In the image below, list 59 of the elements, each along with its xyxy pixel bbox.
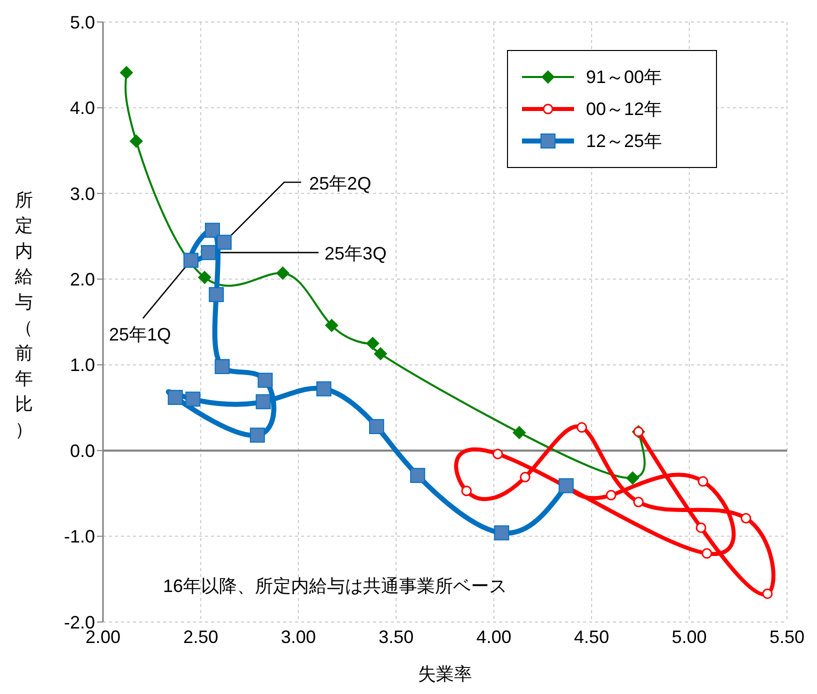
- point: [494, 525, 510, 540]
- point: [216, 234, 232, 250]
- legend-label: 12～25年: [586, 130, 662, 153]
- annotation: 25年1Q: [108, 324, 171, 344]
- point: [520, 472, 530, 482]
- x-tick-label: 3.00: [280, 626, 316, 647]
- point: [492, 448, 504, 460]
- point: [276, 266, 290, 280]
- y-tick-label: 3.0: [70, 184, 95, 204]
- x-tick-label: 5.50: [769, 626, 805, 647]
- point: [410, 468, 426, 483]
- x-tick-label: 4.50: [574, 626, 610, 647]
- point: [626, 472, 640, 484]
- point: [256, 394, 271, 410]
- point: [702, 548, 712, 559]
- point: [316, 381, 332, 396]
- x-tick-label: 4.00: [476, 626, 512, 647]
- point: [130, 134, 143, 148]
- point: [366, 336, 380, 350]
- point: [558, 478, 574, 494]
- point: [374, 347, 388, 360]
- x-axis-title: 失業率: [418, 664, 472, 684]
- x-tick-label: 3.50: [378, 626, 414, 647]
- y-tick-label: -1.0: [64, 526, 95, 547]
- point: [698, 476, 708, 487]
- point: [198, 270, 212, 284]
- y-tick-label: 0.0: [70, 440, 95, 461]
- annotation: 25年3Q: [324, 244, 387, 264]
- point: [120, 66, 133, 80]
- point: [208, 287, 224, 302]
- point: [201, 245, 216, 260]
- x-tick-label: 5.00: [672, 626, 707, 647]
- point: [369, 419, 384, 434]
- y-tick-label: 2.0: [70, 270, 95, 290]
- annotation: 16年以降、所定内給与は共通事業所ベース: [163, 575, 508, 598]
- point: [512, 426, 526, 440]
- point: [762, 588, 773, 599]
- x-tick-label: 2.50: [183, 626, 218, 647]
- legend-label: 00～12年: [586, 98, 662, 121]
- point: [204, 222, 220, 238]
- point: [250, 428, 265, 443]
- legend-label: 91～00年: [586, 66, 662, 89]
- point: [461, 486, 472, 496]
- y-tick-label: 1.0: [70, 355, 95, 376]
- point: [214, 359, 230, 374]
- point: [633, 496, 644, 508]
- annotation: 25年2Q: [309, 173, 372, 194]
- y-tick-label: 4.0: [70, 98, 95, 118]
- point: [740, 513, 752, 524]
- point: [183, 252, 198, 268]
- point: [696, 522, 706, 533]
- point: [606, 490, 616, 500]
- text: 所定内給与（前年比）: [15, 190, 33, 440]
- point: [258, 372, 273, 388]
- point: [325, 318, 338, 332]
- y-tick-label: 5.0: [70, 12, 95, 32]
- point: [185, 392, 200, 407]
- point: [576, 422, 588, 433]
- point: [168, 390, 183, 405]
